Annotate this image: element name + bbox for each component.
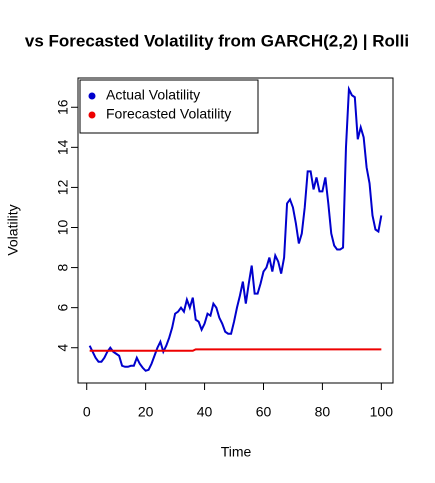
x-tick-label: 40 bbox=[197, 404, 213, 420]
legend-box bbox=[79, 79, 259, 134]
y-tick-label: 10 bbox=[55, 219, 71, 235]
y-tick-label: 6 bbox=[55, 304, 71, 312]
legend-marker bbox=[88, 111, 96, 119]
x-tick-label: 60 bbox=[256, 404, 272, 420]
x-tick-label: 80 bbox=[315, 404, 331, 420]
series-line bbox=[88, 85, 383, 372]
y-tick-label: 12 bbox=[55, 179, 71, 195]
series-line bbox=[89, 348, 382, 352]
legend-marker bbox=[88, 92, 96, 100]
y-tick-label: 16 bbox=[55, 99, 71, 115]
x-tick-label: 20 bbox=[138, 404, 154, 420]
chart-title: vs Forecasted Volatility from GARCH(2,2)… bbox=[25, 31, 409, 50]
y-tick-label: 8 bbox=[55, 263, 71, 271]
legend-label: Actual Volatility bbox=[106, 87, 200, 103]
x-axis-label: Time bbox=[221, 444, 252, 460]
x-tick-label: 0 bbox=[83, 404, 91, 420]
y-tick-label: 14 bbox=[55, 139, 71, 155]
legend-label: Forecasted Volatility bbox=[106, 106, 231, 122]
y-axis-label: Volatility bbox=[5, 204, 21, 255]
y-tick-label: 4 bbox=[55, 344, 71, 352]
x-tick-label: 100 bbox=[370, 404, 394, 420]
